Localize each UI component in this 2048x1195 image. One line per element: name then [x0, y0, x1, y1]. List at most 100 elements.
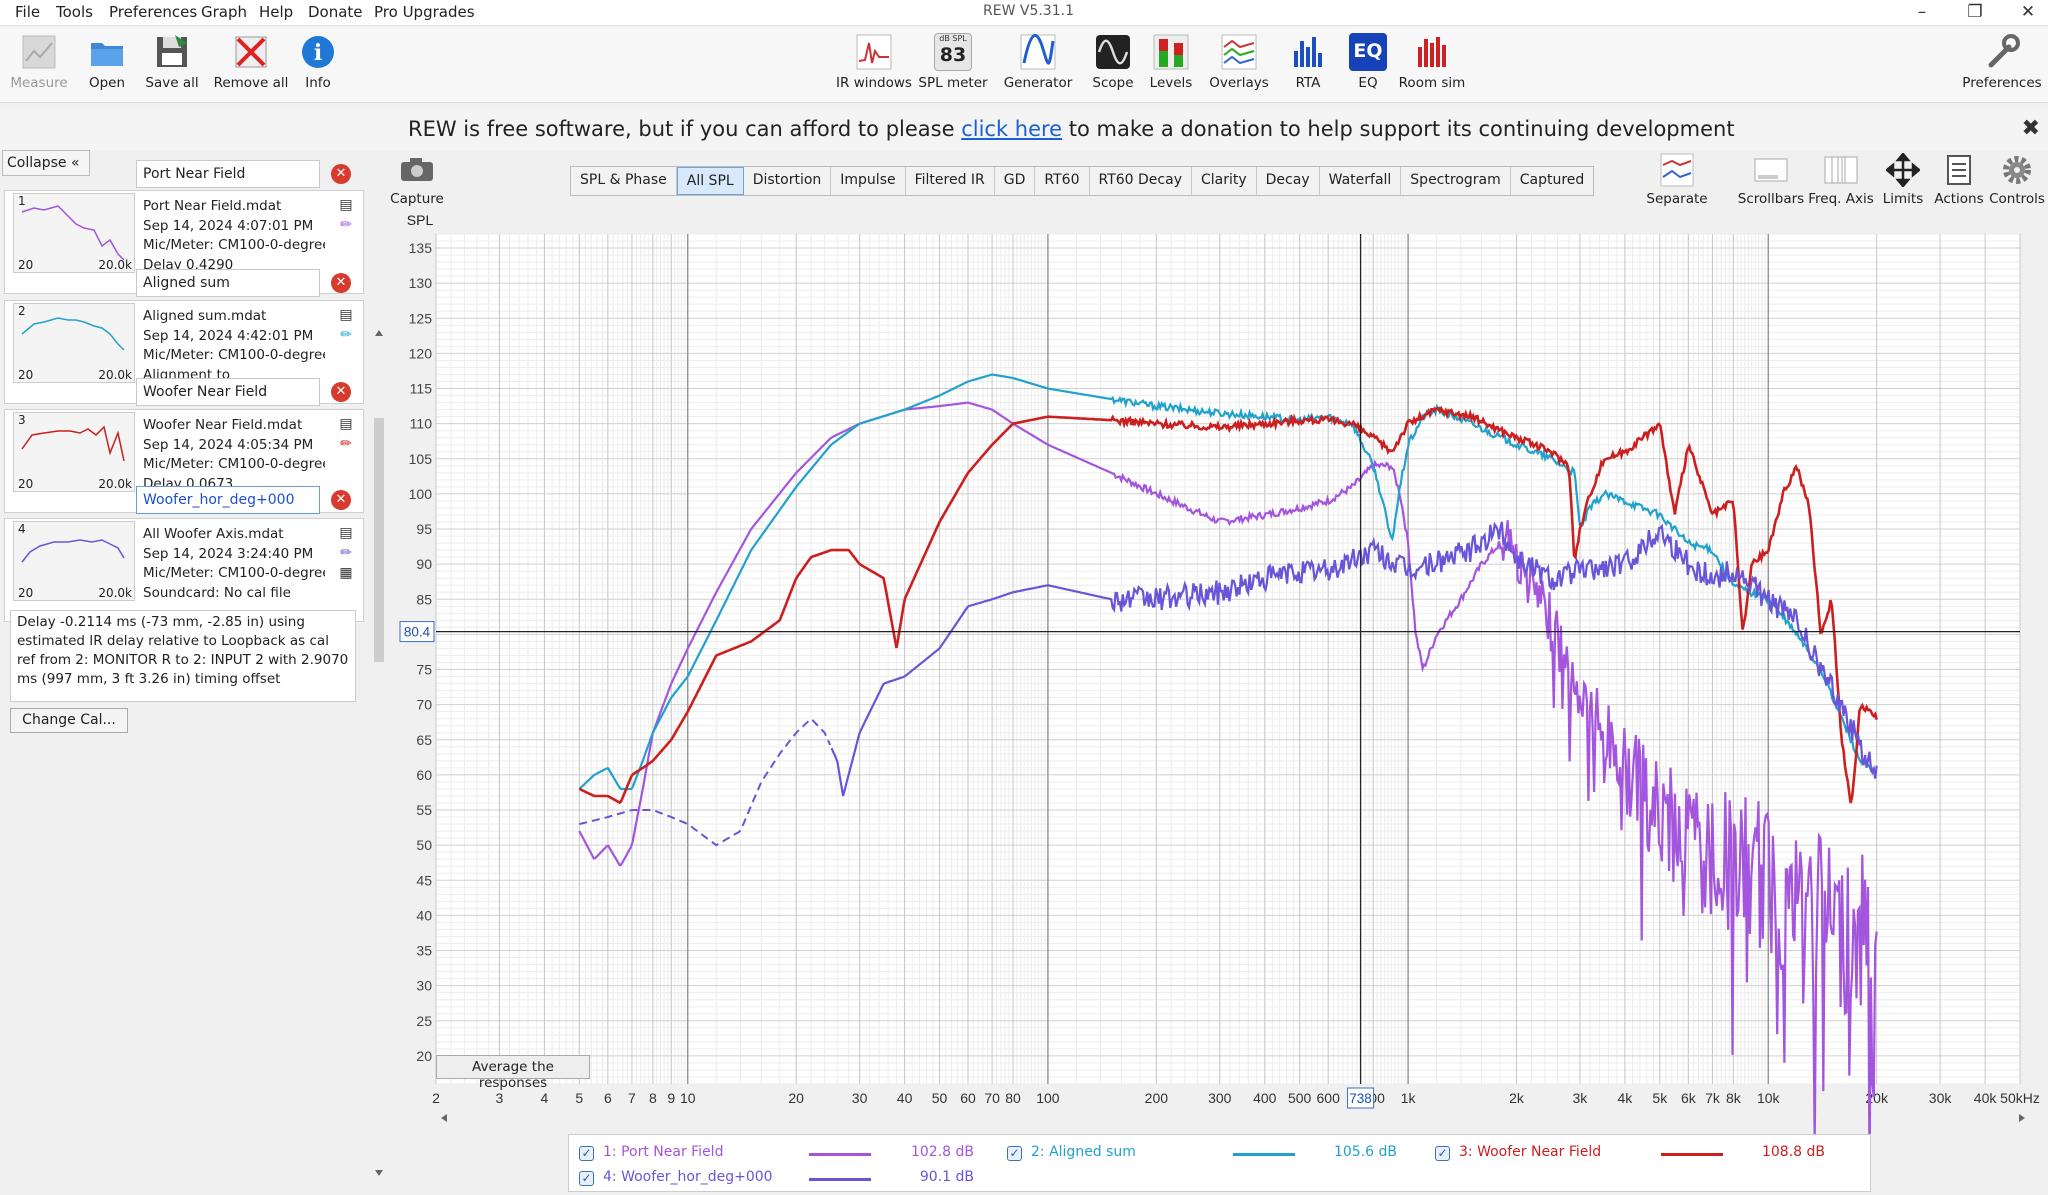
x-tick-label: 8k: [1726, 1090, 1742, 1106]
info-button[interactable]: i Info: [296, 33, 340, 91]
close-banner-icon[interactable]: ✖: [2021, 116, 2040, 141]
menu-pro-upgrades[interactable]: Pro Upgrades: [374, 3, 475, 21]
tab-impulse[interactable]: Impulse: [831, 167, 906, 195]
legend-entry[interactable]: ✓ 1: Port Near Field 102.8 dB: [579, 1143, 979, 1165]
x-tick-label: 300: [1208, 1090, 1232, 1106]
measurement-thumbnail[interactable]: 2 20 20.0k: [13, 303, 135, 383]
tab-gd[interactable]: GD: [995, 167, 1036, 195]
legend-checkbox[interactable]: ✓: [1007, 1146, 1022, 1161]
open-button[interactable]: Open: [78, 33, 136, 91]
document-icon[interactable]: ▦: [339, 565, 353, 581]
legend-entry[interactable]: ✓ 2: Aligned sum 105.6 dB: [1007, 1143, 1407, 1165]
measurement-thumbnail[interactable]: 4 20 20.0k: [13, 521, 135, 601]
measurement-name-field-3[interactable]: Woofer Near Field: [136, 378, 320, 406]
measurement-thumbnail[interactable]: 1 20 20.0k: [13, 193, 135, 273]
controls-button[interactable]: Controls: [1988, 153, 2046, 207]
levels-button[interactable]: Levels: [1146, 33, 1196, 91]
overlays-button[interactable]: Overlays: [1204, 33, 1274, 91]
average-responses-button[interactable]: Average the responses: [436, 1055, 590, 1091]
window-title: REW V5.31.1: [983, 3, 1074, 19]
tab-all-spl[interactable]: All SPL: [676, 167, 744, 195]
generator-button[interactable]: Generator: [1002, 33, 1074, 91]
measure-button[interactable]: Measure: [8, 33, 70, 91]
x-tick-label: 60: [960, 1090, 976, 1106]
remove-all-button[interactable]: Remove all: [213, 33, 289, 91]
spl-meter-button[interactable]: dB SPL 83 SPL meter: [918, 33, 988, 91]
measurement-card-4[interactable]: 4 20 20.0k All Woofer Axis.mdat Sep 14, 202…: [4, 518, 364, 622]
tab-rt60[interactable]: RT60: [1035, 167, 1090, 195]
measurement-name-field-1[interactable]: Port Near Field: [136, 160, 320, 188]
legend-checkbox[interactable]: ✓: [1435, 1146, 1450, 1161]
levels-icon: [1153, 34, 1189, 70]
donation-link[interactable]: click here: [961, 117, 1063, 141]
capture-button[interactable]: Capture: [390, 157, 444, 207]
y-tick-label: 95: [416, 521, 432, 537]
freq-axis-button[interactable]: Freq. Axis: [1806, 153, 1876, 207]
graph-settings-icon[interactable]: ▤: [339, 197, 353, 213]
pen-icon[interactable]: ✏: [340, 545, 352, 561]
x-tick-label: 7: [628, 1090, 636, 1106]
legend-checkbox[interactable]: ✓: [579, 1146, 594, 1161]
eq-button[interactable]: EQ EQ: [1346, 33, 1390, 91]
tab-decay[interactable]: Decay: [1257, 167, 1320, 195]
measurement-name-field-2[interactable]: Aligned sum: [136, 269, 320, 297]
pen-icon[interactable]: ✏: [340, 217, 352, 233]
y-tick-label: 20: [416, 1048, 432, 1064]
measurement-thumbnail[interactable]: 3 20 20.0k: [13, 412, 135, 492]
actions-button[interactable]: Actions: [1932, 153, 1986, 207]
tab-rt60-decay[interactable]: RT60 Decay: [1090, 167, 1192, 195]
menu-file[interactable]: File: [15, 3, 41, 21]
rta-button[interactable]: RTA: [1286, 33, 1330, 91]
collapse-button[interactable]: Collapse «: [2, 150, 90, 176]
scrollbars-icon: [1754, 158, 1788, 182]
pen-icon[interactable]: ✏: [340, 327, 352, 343]
menu-help[interactable]: Help: [259, 3, 294, 21]
delete-measurement-icon[interactable]: ✕: [331, 490, 351, 510]
measurement-card-1[interactable]: 1 20 20.0k Port Near Field.mdat Sep 14, 202…: [4, 190, 364, 294]
tab-spl-phase[interactable]: SPL & Phase: [571, 167, 677, 195]
series-3: [578, 405, 1878, 805]
sidebar-scrollbar[interactable]: [372, 328, 386, 1178]
menu-tools[interactable]: Tools: [56, 3, 93, 21]
tab-captured[interactable]: Captured: [1519, 172, 1585, 188]
graph-settings-icon[interactable]: ▤: [339, 307, 353, 323]
limits-button[interactable]: Limits: [1878, 153, 1928, 207]
delete-measurement-icon[interactable]: ✕: [331, 382, 351, 402]
tab-clarity[interactable]: Clarity: [1192, 167, 1257, 195]
close-window-icon[interactable]: ✕: [2020, 2, 2036, 22]
menu-graph[interactable]: Graph: [201, 3, 248, 21]
tab-waterfall[interactable]: Waterfall: [1320, 167, 1402, 195]
graph-settings-icon[interactable]: ▤: [339, 525, 353, 541]
change-cal-button[interactable]: Change Cal...: [10, 708, 128, 733]
legend-swatch: [1233, 1153, 1295, 1156]
delete-measurement-icon[interactable]: ✕: [331, 273, 351, 293]
x-tick-label: 10: [680, 1090, 696, 1106]
tab-spectrogram[interactable]: Spectrogram: [1401, 167, 1511, 195]
minimize-icon[interactable]: –: [1917, 2, 1927, 22]
restore-icon[interactable]: ❐: [1967, 2, 1983, 22]
pen-icon[interactable]: ✏: [340, 436, 352, 452]
legend-entry[interactable]: ✓ 3: Woofer Near Field 108.8 dB: [1435, 1143, 1855, 1165]
graph-legend: ✓ 1: Port Near Field 102.8 dB ✓ 2: Align…: [568, 1134, 1871, 1192]
y-tick-label: 40: [416, 907, 432, 923]
scrollbars-button[interactable]: Scrollbars: [1736, 153, 1806, 207]
ir-windows-button[interactable]: IR windows: [836, 33, 912, 91]
delete-measurement-icon[interactable]: ✕: [331, 164, 351, 184]
legend-entry[interactable]: ✓ 4: Woofer_hor_deg+000 90.1 dB: [579, 1168, 979, 1190]
measurement-name-field-4[interactable]: Woofer_hor_deg+000: [136, 486, 320, 514]
separate-button[interactable]: Separate: [1646, 153, 1708, 207]
tab-distortion[interactable]: Distortion: [744, 167, 832, 195]
measure-icon: [22, 35, 56, 69]
spl-graph[interactable]: 2025303540455055606570758085909510010511…: [396, 210, 2048, 1140]
menu-donate[interactable]: Donate: [308, 3, 363, 21]
menu-preferences[interactable]: Preferences: [109, 3, 198, 21]
tab-filtered-ir[interactable]: Filtered IR: [906, 167, 995, 195]
camera-icon: [401, 158, 433, 181]
graph-settings-icon[interactable]: ▤: [339, 416, 353, 432]
save-all-button[interactable]: Save all: [143, 33, 201, 91]
legend-checkbox[interactable]: ✓: [579, 1171, 594, 1186]
x-tick-label: 5k: [1652, 1090, 1668, 1106]
scope-button[interactable]: Scope: [1088, 33, 1138, 91]
room-sim-button[interactable]: Room sim: [1396, 33, 1468, 91]
preferences-button[interactable]: Preferences: [1960, 33, 2044, 91]
